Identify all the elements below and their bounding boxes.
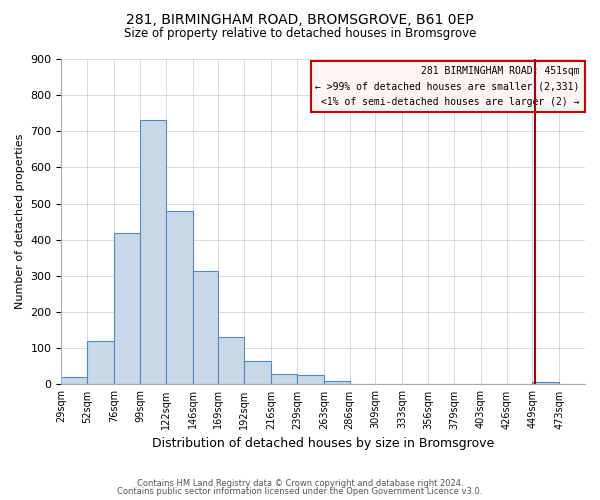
- Bar: [218, 338, 244, 384]
- Text: Contains public sector information licensed under the Open Government Licence v3: Contains public sector information licen…: [118, 487, 482, 496]
- Bar: [114, 232, 140, 384]
- Bar: [61, 377, 87, 384]
- Bar: [244, 361, 271, 384]
- Bar: [297, 376, 324, 384]
- Bar: [87, 341, 114, 384]
- Text: Contains HM Land Registry data © Crown copyright and database right 2024.: Contains HM Land Registry data © Crown c…: [137, 478, 463, 488]
- Y-axis label: Number of detached properties: Number of detached properties: [15, 134, 25, 310]
- X-axis label: Distribution of detached houses by size in Bromsgrove: Distribution of detached houses by size …: [152, 437, 494, 450]
- Bar: [271, 374, 297, 384]
- Bar: [140, 120, 166, 384]
- Bar: [324, 381, 350, 384]
- Text: 281, BIRMINGHAM ROAD, BROMSGROVE, B61 0EP: 281, BIRMINGHAM ROAD, BROMSGROVE, B61 0E…: [126, 12, 474, 26]
- Text: Size of property relative to detached houses in Bromsgrove: Size of property relative to detached ho…: [124, 28, 476, 40]
- Bar: [193, 270, 218, 384]
- Text: 281 BIRMINGHAM ROAD: 451sqm
← >99% of detached houses are smaller (2,331)
<1% of: 281 BIRMINGHAM ROAD: 451sqm ← >99% of de…: [316, 66, 580, 106]
- Bar: [532, 382, 559, 384]
- Bar: [166, 211, 193, 384]
